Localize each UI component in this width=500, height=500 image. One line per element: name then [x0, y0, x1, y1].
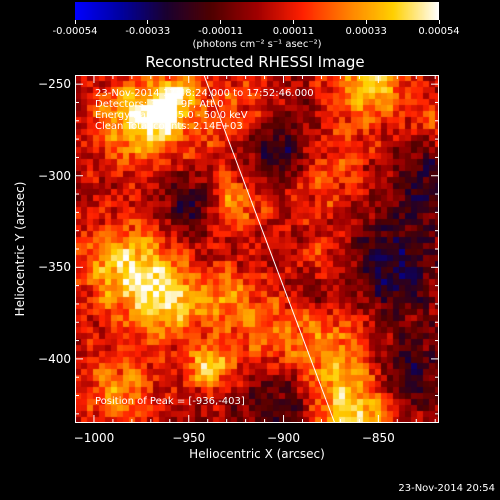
plot-overlay — [75, 75, 439, 423]
info-detectors: Detectors: 3F 6F 9F, Att 0 — [95, 99, 224, 110]
colorbar-tick-mark — [147, 20, 149, 24]
colorbar-tick-label: -0.00011 — [198, 26, 244, 37]
info-energy-range: Energy Range: 25.0 - 50.0 keV — [95, 110, 248, 121]
solar-limb-line — [203, 75, 336, 423]
colorbar-tick-mark — [74, 20, 76, 24]
y-axis-label: Heliocentric Y (arcsec) — [13, 181, 27, 317]
info-time-range: 23-Nov-2014 17:48:24.000 to 17:52:46.000 — [95, 88, 314, 99]
colorbar-tick-label: -0.00033 — [125, 26, 171, 37]
x-tick-label: −850 — [361, 431, 395, 445]
colorbar-units-label: (photons cm⁻² s⁻¹ asec⁻²) — [192, 39, 322, 50]
colorbar-gradient — [75, 2, 439, 20]
footer-timestamp: 23-Nov-2014 20:54 — [398, 483, 495, 494]
y-tick-label: −350 — [38, 260, 71, 275]
colorbar-tick-mark — [365, 20, 367, 24]
colorbar-tick-mark — [220, 20, 222, 24]
y-tick-label: −400 — [38, 351, 71, 366]
x-tick-label: −1000 — [73, 431, 115, 445]
y-tick-label: −300 — [38, 168, 71, 183]
x-tick-label: −900 — [267, 431, 301, 445]
peak-position-label: Position of Peak = [-936,-403] — [95, 396, 245, 407]
plot-area: 23-Nov-2014 17:48:24.000 to 17:52:46.000… — [75, 75, 439, 423]
colorbar — [75, 2, 439, 20]
y-tick-label: −250 — [38, 77, 71, 92]
info-clean-counts: Clean Total counts: 2.14E+03 — [95, 121, 243, 132]
x-tick-label: −950 — [172, 431, 206, 445]
x-axis-label: Heliocentric X (arcsec) — [189, 447, 325, 461]
colorbar-tick-mark — [292, 20, 294, 24]
colorbar-tick-label: 0.00011 — [272, 26, 315, 37]
colorbar-tick-label: -0.00054 — [52, 26, 98, 37]
colorbar-tick-label: 0.00033 — [345, 26, 387, 37]
plot-title: Reconstructed RHESSI Image — [145, 53, 365, 71]
colorbar-tick-label: 0.00054 — [418, 26, 460, 37]
heatmap-image — [75, 75, 439, 423]
colorbar-tick-mark — [438, 20, 440, 24]
